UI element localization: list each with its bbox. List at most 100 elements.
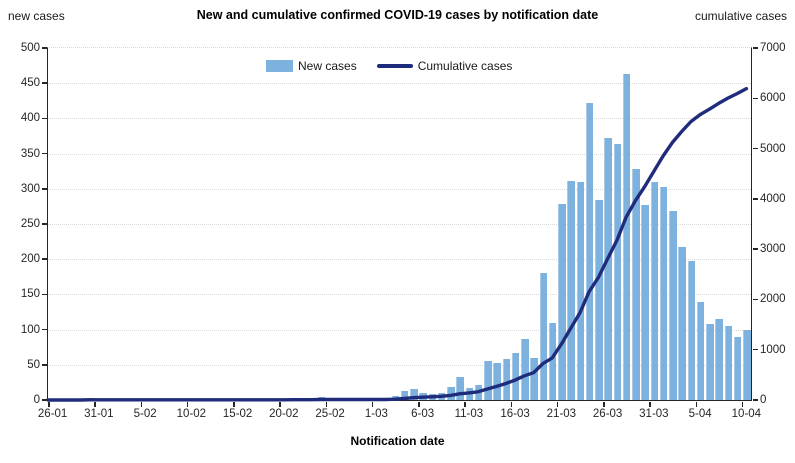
x-axis-tick — [741, 401, 744, 407]
x-axis-tick — [279, 401, 281, 407]
left-axis-tick-label: 50 — [27, 358, 40, 371]
gridline — [48, 329, 751, 331]
legend-new-cases-label: New cases — [298, 59, 357, 73]
left-axis-tick-label: 300 — [20, 182, 40, 195]
right-axis-tick-label: 0 — [760, 394, 767, 406]
left-axis-tick — [41, 47, 47, 49]
left-axis-tick-label: 0 — [33, 394, 40, 406]
gridline — [48, 118, 751, 120]
gridline — [48, 188, 751, 190]
x-axis-tick-label: 6-03 — [411, 408, 435, 420]
right-axis-tick-label: 5000 — [760, 142, 786, 155]
right-axis-tick — [752, 47, 758, 49]
new-cases-bar — [743, 329, 751, 400]
x-axis-tick — [418, 401, 420, 407]
new-cases-bar — [622, 74, 631, 400]
gridline — [48, 83, 751, 85]
x-axis-tick — [510, 401, 512, 407]
x-axis-title: Notification date — [350, 434, 445, 448]
gridline — [48, 224, 751, 225]
x-axis-tick-label: 11-03 — [454, 408, 484, 420]
right-axis-tick-label: 3000 — [760, 243, 786, 256]
right-axis-tick — [752, 248, 758, 250]
right-axis-tick — [752, 147, 758, 150]
left-axis-tick — [41, 258, 47, 260]
gridline — [48, 294, 751, 296]
x-axis-tick-label: 26-03 — [592, 408, 623, 420]
new-cases-bar — [632, 169, 640, 400]
left-axis-tick-label: 450 — [20, 77, 40, 90]
x-axis-tick-label: 16-03 — [500, 408, 530, 420]
new-cases-bar — [724, 326, 733, 400]
new-cases-bar — [502, 359, 511, 400]
x-axis-tick — [94, 401, 96, 407]
x-axis-tick — [140, 401, 142, 407]
gridline — [48, 259, 751, 261]
gridline — [48, 153, 751, 155]
right-axis-tick — [752, 348, 758, 351]
new-cases-bar — [410, 388, 418, 400]
new-cases-bar — [706, 323, 714, 400]
x-axis-tick-label: 31-03 — [639, 408, 669, 420]
x-axis-tick — [186, 401, 189, 407]
new-cases-bar — [585, 102, 594, 400]
legend-cumulative-label: Cumulative cases — [417, 59, 513, 73]
legend: New cases Cumulative cases — [266, 59, 512, 73]
new-cases-bar — [669, 210, 677, 400]
new-cases-bar — [650, 182, 659, 400]
new-cases-swatch-icon — [266, 60, 293, 72]
right-axis-tick — [752, 97, 758, 100]
plot-area: 0 50 100 150 200 250 300 350 400 450 500 0 1000 2000 3… — [21, 42, 786, 420]
left-axis-tick-label: 350 — [20, 147, 40, 160]
x-axis-tick-label: 10-02 — [176, 408, 207, 420]
new-cases-bar — [659, 187, 668, 400]
right-axis-tick-label: 4000 — [760, 192, 786, 205]
x-axis-tick-label: 26-01 — [37, 408, 68, 420]
right-axis-tick-label: 6000 — [760, 92, 786, 105]
left-axis-tick-label: 200 — [20, 253, 40, 266]
left-axis-tick — [41, 364, 47, 366]
new-cases-bar — [613, 144, 622, 400]
new-cases-bar — [530, 357, 538, 400]
right-axis-tick — [752, 298, 758, 301]
new-cases-bar — [456, 376, 464, 400]
legend-item-cumulative: Cumulative cases — [376, 59, 513, 73]
left-axis-tick-label: 250 — [20, 218, 40, 230]
new-cases-bar — [576, 181, 585, 400]
x-axis-tick-label: 21-03 — [546, 408, 577, 420]
x-axis-tick — [464, 401, 466, 407]
left-axis-tick — [41, 117, 47, 120]
left-axis-title: new cases — [8, 9, 65, 23]
x-axis-tick-label: 15-02 — [222, 408, 253, 420]
gridline — [48, 364, 751, 366]
x-axis-tick — [233, 401, 235, 407]
left-axis-tick-label: 150 — [20, 288, 40, 301]
x-axis-tick — [695, 401, 697, 407]
new-cases-bar — [484, 361, 492, 400]
x-axis-tick — [48, 401, 50, 407]
new-cases-bar — [641, 205, 649, 400]
new-cases-bar — [558, 204, 566, 400]
x-axis-tick — [603, 401, 605, 407]
new-cases-bar — [400, 390, 409, 400]
new-cases-bar — [493, 363, 501, 400]
x-axis-tick — [649, 401, 651, 407]
x-axis-tick — [325, 401, 327, 407]
cumulative-line — [46, 86, 749, 402]
left-axis-tick — [41, 223, 47, 225]
left-axis-tick-label: 100 — [20, 323, 40, 336]
new-cases-bar — [595, 200, 603, 400]
left-axis-tick — [41, 188, 47, 190]
new-cases-bar — [511, 352, 520, 400]
x-axis-tick-label: 5-04 — [688, 408, 712, 420]
left-axis-tick — [41, 328, 47, 331]
right-axis-tick — [752, 198, 758, 200]
left-axis-tick — [41, 293, 47, 296]
left-axis-tick — [41, 399, 47, 401]
right-axis-title: cumulative cases — [694, 9, 787, 23]
chart-title: New and cumulative confirmed COVID-19 ca… — [196, 8, 599, 22]
x-axis-tick-label: 20-02 — [269, 408, 299, 420]
x-axis-tick-label: 10-04 — [731, 408, 762, 420]
new-cases-bar — [521, 338, 529, 400]
x-axis-tick-label: 31-01 — [84, 408, 114, 420]
